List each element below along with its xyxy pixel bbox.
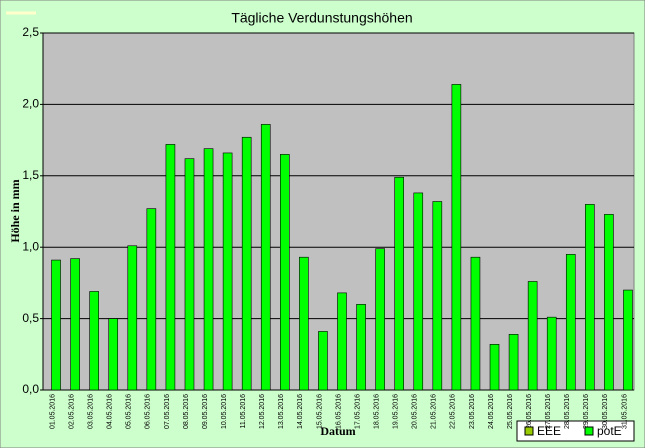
x-tick-label: 28.05.2016 bbox=[564, 394, 571, 429]
legend-label: potE bbox=[597, 424, 622, 438]
bar bbox=[508, 334, 519, 391]
bar bbox=[146, 208, 157, 391]
bar bbox=[451, 84, 462, 391]
bar bbox=[585, 204, 595, 391]
bar bbox=[604, 214, 614, 391]
bar bbox=[165, 144, 176, 391]
bar bbox=[241, 136, 252, 391]
x-tick-label: 12.05.2016 bbox=[259, 394, 266, 429]
bar bbox=[565, 254, 576, 391]
x-tick-label: 31.05.2016 bbox=[621, 394, 628, 429]
x-tick-label: 07.05.2016 bbox=[164, 394, 171, 429]
x-tick-label: 20.05.2016 bbox=[412, 394, 419, 429]
x-axis-label: Datum bbox=[320, 424, 355, 438]
bar bbox=[432, 201, 443, 391]
x-tick-label: 23.05.2016 bbox=[469, 394, 476, 429]
bar bbox=[70, 258, 80, 391]
bar bbox=[623, 289, 633, 391]
x-tick-label: 30.05.2016 bbox=[602, 394, 609, 429]
y-tick-label: 1,5 bbox=[22, 168, 39, 182]
x-tick-label: 29.05.2016 bbox=[583, 394, 590, 429]
x-tick-label: 06.05.2016 bbox=[145, 394, 152, 429]
bar bbox=[280, 154, 290, 391]
x-tick-label: 03.05.2016 bbox=[88, 394, 95, 429]
y-axis-label: Höhe in mm bbox=[8, 179, 22, 242]
y-tick-label: 0,5 bbox=[22, 311, 39, 325]
x-tick-label: 10.05.2016 bbox=[221, 394, 228, 429]
x-tick-label: 01.05.2016 bbox=[49, 394, 56, 429]
x-tick-label: 21.05.2016 bbox=[431, 394, 438, 429]
bar bbox=[337, 292, 347, 391]
x-tick-label: 17.05.2016 bbox=[354, 394, 361, 429]
bar bbox=[222, 152, 233, 391]
legend bbox=[516, 420, 635, 442]
bar bbox=[108, 318, 119, 391]
x-tick-label: 18.05.2016 bbox=[373, 394, 380, 429]
x-tick-label: 05.05.2016 bbox=[126, 394, 133, 429]
y-tick-label: 2,5 bbox=[22, 25, 39, 39]
bar bbox=[203, 148, 214, 391]
bar bbox=[356, 304, 366, 391]
x-tick-label: 11.05.2016 bbox=[240, 394, 247, 429]
x-tick-label: 19.05.2016 bbox=[393, 394, 400, 429]
x-tick-label: 15.05.2016 bbox=[316, 394, 323, 429]
bar bbox=[546, 316, 557, 391]
bar bbox=[394, 176, 404, 391]
y-tick-label: 0,0 bbox=[22, 382, 39, 396]
bar bbox=[489, 344, 500, 391]
bar bbox=[260, 124, 271, 391]
bar bbox=[375, 248, 385, 391]
x-tick-label: 14.05.2016 bbox=[297, 394, 304, 429]
legend-label: EEE bbox=[537, 424, 561, 438]
x-tick-label: 08.05.2016 bbox=[183, 394, 190, 429]
bar bbox=[184, 158, 195, 391]
chart-title: Tägliche Verdunstungshöhen bbox=[231, 10, 412, 26]
bar bbox=[527, 281, 538, 391]
x-tick-label: 22.05.2016 bbox=[450, 394, 457, 429]
bar bbox=[89, 291, 99, 391]
bar bbox=[51, 259, 61, 391]
bar bbox=[127, 245, 138, 391]
x-tick-label: 24.05.2016 bbox=[488, 394, 495, 429]
x-tick-label: 13.05.2016 bbox=[278, 394, 285, 429]
y-tick-label: 2,0 bbox=[22, 97, 39, 111]
bar bbox=[318, 331, 328, 391]
x-tick-label: 04.05.2016 bbox=[107, 394, 114, 429]
x-tick-label: 16.05.2016 bbox=[335, 394, 342, 429]
legend-swatch bbox=[584, 426, 594, 436]
legend-swatch bbox=[524, 426, 534, 436]
x-tick-label: 02.05.2016 bbox=[68, 394, 75, 429]
x-tick-label: 09.05.2016 bbox=[202, 394, 209, 429]
bar bbox=[413, 192, 424, 391]
x-tick-label: 25.05.2016 bbox=[507, 394, 514, 429]
bar bbox=[299, 256, 309, 391]
y-tick-label: 1,0 bbox=[22, 239, 39, 253]
x-tick-label: 26.05.2016 bbox=[526, 394, 533, 429]
bar bbox=[470, 256, 481, 391]
x-tick-label: 27.05.2016 bbox=[545, 394, 552, 429]
